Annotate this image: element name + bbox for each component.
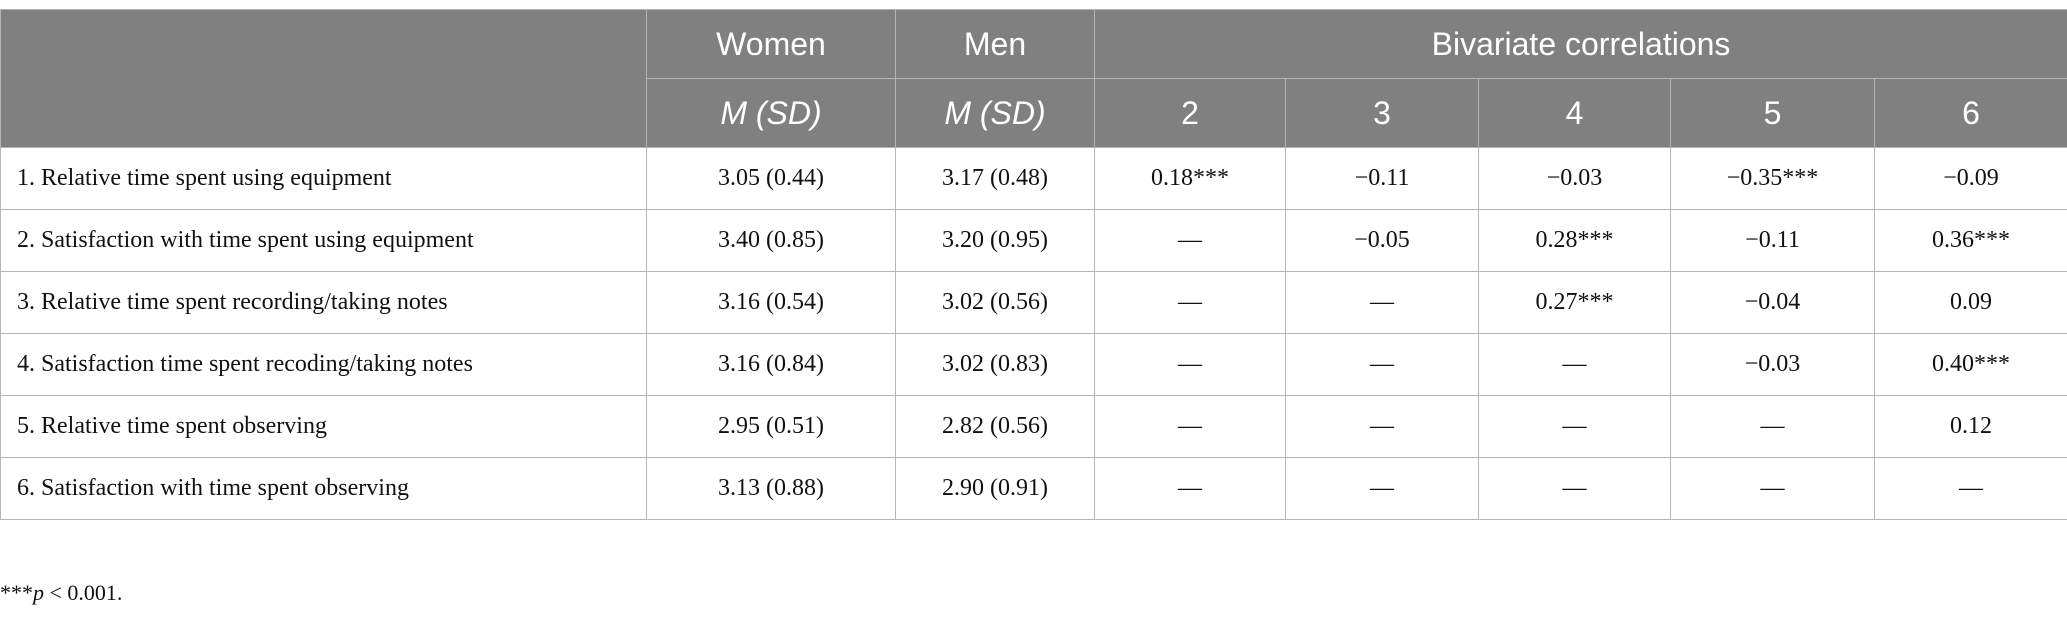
header-cell: Men: [895, 9, 1095, 79]
cell: —: [1094, 457, 1286, 520]
cell: 3.40 (0.85): [646, 209, 896, 272]
header-cell: Bivariate correlations: [1093, 9, 2067, 79]
cell: —: [1094, 209, 1286, 272]
cell: 3.16 (0.84): [646, 333, 896, 396]
header-cell: 4: [1478, 78, 1671, 148]
table-row: 4. Satisfaction time spent recoding/taki…: [0, 333, 2067, 396]
table-body: 1. Relative time spent using equipment 3.…: [0, 147, 2067, 520]
header-cell: 2: [1094, 78, 1286, 148]
cell: 3.02 (0.56): [895, 271, 1095, 334]
table-row: 1. Relative time spent using equipment 3.…: [0, 147, 2067, 210]
cell: —: [1478, 457, 1671, 520]
cell: 0.40***: [1873, 333, 2067, 396]
table-row: 6. Satisfaction with time spent observin…: [0, 457, 2067, 520]
table-row: 5. Relative time spent observing 2.95 (0.…: [0, 395, 2067, 458]
cell: −0.05: [1285, 209, 1479, 272]
cell: —: [1094, 333, 1286, 396]
table-row: 2. Satisfaction with time spent using eq…: [0, 209, 2067, 272]
cell: —: [1094, 395, 1286, 458]
cell: −0.35***: [1670, 147, 1875, 210]
header-cell: M (SD): [646, 78, 896, 148]
row-label: 1. Relative time spent using equipment: [0, 147, 647, 210]
cell: —: [1478, 395, 1671, 458]
cell: 0.18***: [1094, 147, 1286, 210]
cell: 3.17 (0.48): [895, 147, 1095, 210]
correlation-table: Women Men Bivariate correlations M (SD) …: [0, 9, 2067, 520]
cell: —: [1670, 395, 1875, 458]
cell: 3.16 (0.54): [646, 271, 896, 334]
cell: 3.05 (0.44): [646, 147, 896, 210]
row-label: 4. Satisfaction time spent recoding/taki…: [0, 333, 647, 396]
cell: —: [1094, 271, 1286, 334]
cell: 0.12: [1873, 395, 2067, 458]
cell: 0.28***: [1478, 209, 1671, 272]
row-label: 5. Relative time spent observing: [0, 395, 647, 458]
cell: 2.95 (0.51): [646, 395, 896, 458]
cell: 0.09: [1873, 271, 2067, 334]
cell: —: [1285, 271, 1479, 334]
cell: 0.27***: [1478, 271, 1671, 334]
cell: −0.03: [1670, 333, 1875, 396]
cell: −0.11: [1285, 147, 1479, 210]
cell: —: [1670, 457, 1875, 520]
row-label: 6. Satisfaction with time spent observin…: [0, 457, 647, 520]
header-cell: Women: [646, 9, 896, 79]
table-row: 3. Relative time spent recording/taking …: [0, 271, 2067, 334]
cell: —: [1873, 457, 2067, 520]
cell: 0.36***: [1873, 209, 2067, 272]
cell: −0.04: [1670, 271, 1875, 334]
footnote-text: < 0.001.: [44, 580, 123, 605]
cell: —: [1285, 333, 1479, 396]
footnote-stars: ***: [0, 580, 33, 605]
cell: 3.20 (0.95): [895, 209, 1095, 272]
cell: 3.02 (0.83): [895, 333, 1095, 396]
table-header: Women Men Bivariate correlations M (SD) …: [0, 9, 2067, 148]
header-cell: M (SD): [895, 78, 1095, 148]
header-cell: 5: [1670, 78, 1875, 148]
cell: −0.03: [1478, 147, 1671, 210]
cell: 3.13 (0.88): [646, 457, 896, 520]
cell: —: [1285, 395, 1479, 458]
header-blank: [0, 9, 647, 148]
row-label: 3. Relative time spent recording/taking …: [0, 271, 647, 334]
header-cell: 3: [1285, 78, 1479, 148]
header-cell: 6: [1873, 78, 2067, 148]
cell: −0.11: [1670, 209, 1875, 272]
row-label: 2. Satisfaction with time spent using eq…: [0, 209, 647, 272]
cell: 2.90 (0.91): [895, 457, 1095, 520]
cell: 2.82 (0.56): [895, 395, 1095, 458]
cell: −0.09: [1873, 147, 2067, 210]
cell: —: [1478, 333, 1671, 396]
footnote-p: p: [33, 580, 44, 605]
cell: —: [1285, 457, 1479, 520]
footnote: ***p < 0.001.: [0, 580, 122, 606]
